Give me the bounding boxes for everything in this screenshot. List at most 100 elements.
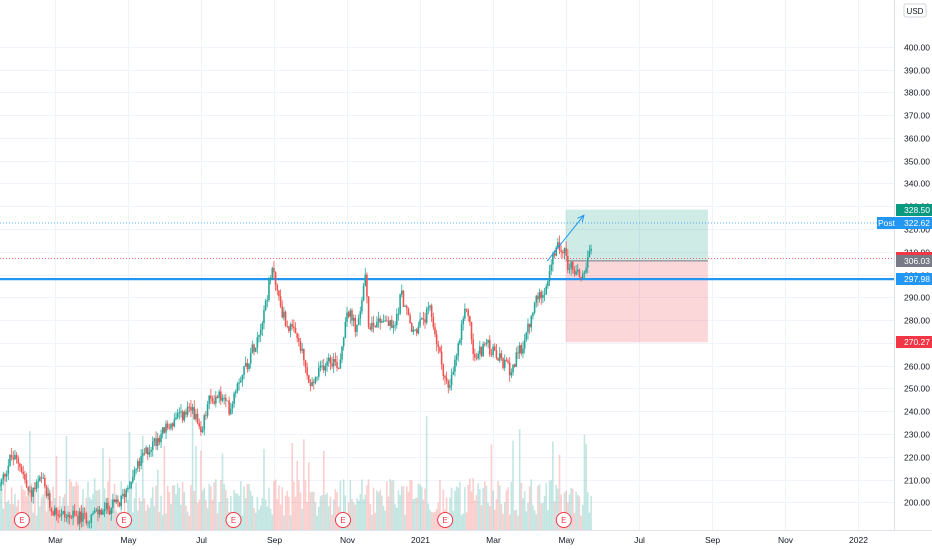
candle[interactable] bbox=[547, 278, 549, 289]
candle[interactable] bbox=[180, 404, 182, 418]
candle[interactable] bbox=[337, 367, 340, 370]
candle[interactable] bbox=[308, 374, 310, 384]
candle[interactable] bbox=[50, 507, 53, 516]
candle[interactable] bbox=[62, 510, 64, 515]
candle[interactable] bbox=[437, 340, 440, 355]
candle[interactable] bbox=[455, 353, 458, 367]
candle[interactable] bbox=[22, 465, 25, 479]
candle[interactable] bbox=[513, 363, 516, 368]
candle[interactable] bbox=[327, 353, 330, 367]
candle[interactable] bbox=[484, 342, 486, 347]
candle[interactable] bbox=[462, 315, 465, 331]
candle[interactable] bbox=[198, 418, 201, 430]
candle[interactable] bbox=[417, 321, 420, 335]
candle[interactable] bbox=[557, 237, 559, 249]
candle[interactable] bbox=[470, 321, 473, 345]
candle[interactable] bbox=[562, 249, 564, 259]
candle[interactable] bbox=[508, 357, 511, 382]
candle[interactable] bbox=[150, 446, 152, 458]
candle[interactable] bbox=[284, 310, 287, 327]
candle[interactable] bbox=[459, 338, 461, 345]
candle[interactable] bbox=[266, 295, 269, 308]
candle[interactable] bbox=[215, 390, 217, 408]
candle[interactable] bbox=[45, 484, 48, 499]
candle[interactable] bbox=[396, 308, 398, 329]
candle[interactable] bbox=[238, 378, 240, 391]
candle[interactable] bbox=[65, 513, 68, 522]
candle[interactable] bbox=[249, 347, 252, 369]
candle[interactable] bbox=[575, 264, 577, 277]
candle[interactable] bbox=[581, 270, 584, 279]
candle[interactable] bbox=[211, 395, 214, 405]
candle[interactable] bbox=[369, 323, 372, 331]
candle[interactable] bbox=[583, 270, 586, 280]
candle[interactable] bbox=[537, 292, 539, 307]
candle[interactable] bbox=[213, 394, 215, 406]
candle[interactable] bbox=[389, 319, 391, 331]
candle[interactable] bbox=[552, 251, 554, 272]
candle[interactable] bbox=[435, 329, 438, 352]
candle[interactable] bbox=[293, 319, 295, 333]
candle[interactable] bbox=[359, 306, 362, 326]
candle[interactable] bbox=[25, 472, 28, 488]
candle[interactable] bbox=[226, 400, 229, 402]
candle[interactable] bbox=[590, 244, 592, 255]
candle[interactable] bbox=[316, 376, 318, 382]
candle[interactable] bbox=[53, 505, 56, 517]
candle[interactable] bbox=[196, 408, 199, 425]
candle[interactable] bbox=[171, 422, 174, 431]
candle[interactable] bbox=[288, 325, 290, 334]
candle[interactable] bbox=[361, 296, 363, 315]
candle[interactable] bbox=[143, 448, 146, 456]
candle[interactable] bbox=[170, 423, 172, 431]
candle[interactable] bbox=[243, 365, 245, 380]
candle[interactable] bbox=[97, 506, 99, 522]
candle[interactable] bbox=[57, 509, 59, 523]
candle[interactable] bbox=[148, 444, 151, 458]
candle[interactable] bbox=[186, 401, 189, 418]
candle[interactable] bbox=[432, 312, 435, 331]
candle[interactable] bbox=[563, 247, 566, 260]
candle[interactable] bbox=[457, 341, 460, 362]
candle[interactable] bbox=[12, 450, 15, 466]
candle[interactable] bbox=[386, 315, 388, 322]
candle[interactable] bbox=[140, 449, 142, 470]
candle[interactable] bbox=[477, 350, 479, 361]
candle[interactable] bbox=[381, 318, 383, 324]
candle[interactable] bbox=[246, 358, 249, 373]
candle[interactable] bbox=[332, 353, 335, 374]
candle[interactable] bbox=[87, 520, 89, 528]
candle[interactable] bbox=[40, 472, 43, 484]
candle[interactable] bbox=[185, 408, 187, 418]
candle[interactable] bbox=[188, 402, 191, 413]
candle[interactable] bbox=[60, 508, 63, 521]
candle[interactable] bbox=[339, 353, 342, 369]
candle[interactable] bbox=[296, 332, 298, 343]
candle[interactable] bbox=[341, 346, 343, 364]
candle[interactable] bbox=[168, 423, 171, 430]
candle[interactable] bbox=[586, 250, 589, 274]
candle[interactable] bbox=[439, 346, 441, 353]
candle[interactable] bbox=[449, 379, 451, 391]
candle[interactable] bbox=[298, 333, 300, 347]
candle[interactable] bbox=[113, 499, 116, 503]
candle[interactable] bbox=[474, 348, 476, 362]
candle[interactable] bbox=[241, 374, 244, 387]
candle[interactable] bbox=[203, 413, 206, 436]
candle[interactable] bbox=[568, 263, 571, 274]
candle[interactable] bbox=[173, 413, 176, 428]
candle[interactable] bbox=[135, 468, 137, 474]
candle[interactable] bbox=[585, 262, 587, 275]
candle[interactable] bbox=[299, 338, 302, 354]
candle[interactable] bbox=[497, 357, 499, 361]
candle[interactable] bbox=[425, 306, 428, 325]
candle[interactable] bbox=[83, 507, 86, 520]
candle[interactable] bbox=[507, 358, 509, 365]
trend-arrow-line[interactable] bbox=[546, 215, 585, 262]
candle[interactable] bbox=[24, 470, 26, 484]
candle[interactable] bbox=[312, 378, 315, 390]
candle[interactable] bbox=[400, 284, 403, 298]
candle[interactable] bbox=[317, 361, 320, 381]
candle[interactable] bbox=[19, 462, 21, 472]
candle[interactable] bbox=[454, 355, 456, 377]
